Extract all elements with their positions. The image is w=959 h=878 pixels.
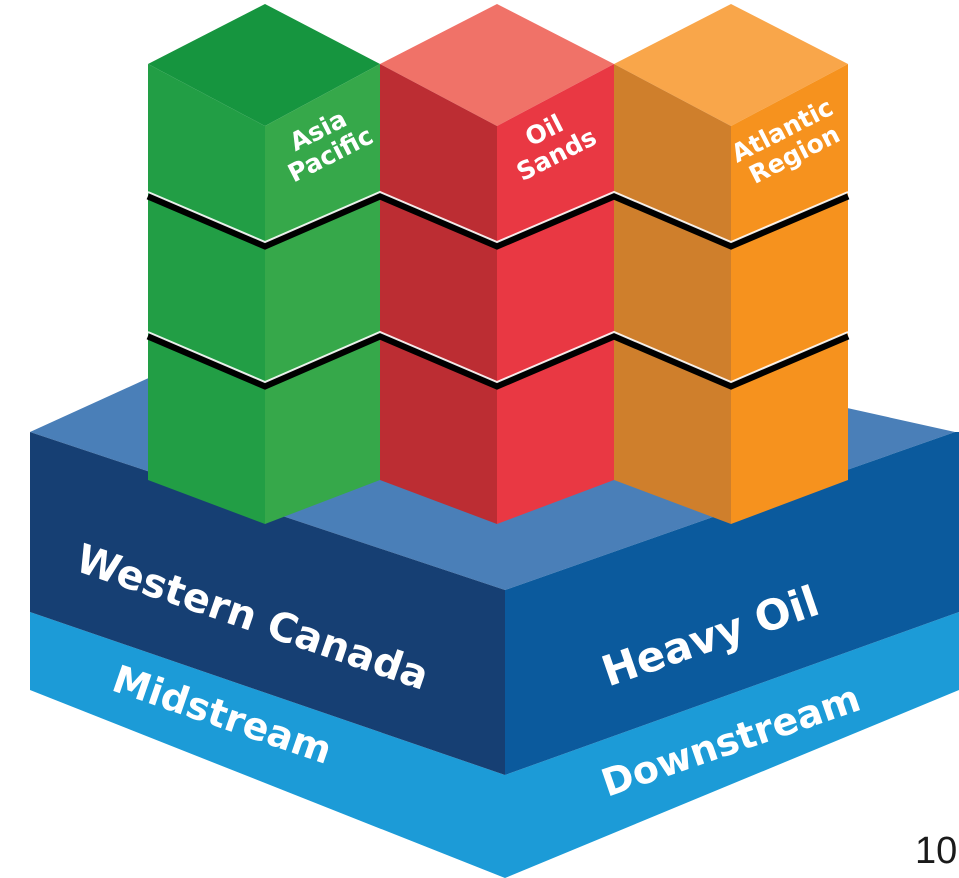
page-number: 10 bbox=[915, 830, 958, 872]
column-asia-pacific bbox=[148, 4, 380, 524]
red-right-face bbox=[497, 64, 614, 524]
base-right-lower-band bbox=[505, 612, 959, 878]
base-right-upper-face bbox=[505, 432, 959, 775]
column-oil-sands bbox=[380, 4, 614, 524]
base-left-upper-face bbox=[30, 432, 505, 775]
red-left-face bbox=[380, 64, 497, 524]
orange-left-face bbox=[614, 64, 731, 524]
orange-top-face bbox=[614, 4, 848, 126]
base-left-lower-band bbox=[30, 612, 505, 878]
column-atlantic-region bbox=[614, 4, 848, 524]
block-seams bbox=[146, 192, 850, 390]
seam-lower bbox=[146, 332, 850, 390]
block-seam-highlights bbox=[147, 190, 849, 384]
green-top-face bbox=[148, 4, 380, 126]
seam-upper bbox=[146, 192, 850, 250]
orange-right-face bbox=[731, 64, 848, 524]
green-right-face bbox=[265, 64, 380, 524]
red-top-face bbox=[380, 4, 614, 126]
green-left-face bbox=[148, 64, 265, 524]
